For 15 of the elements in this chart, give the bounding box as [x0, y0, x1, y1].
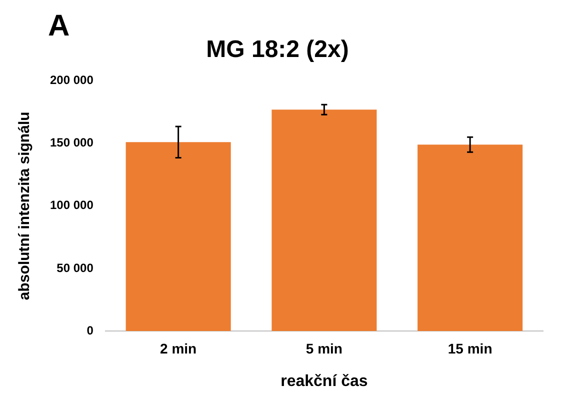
x-tick-label: 2 min [160, 340, 197, 356]
x-tick-label: 5 min [306, 340, 342, 356]
chart-title: MG 18:2 (2x) [206, 36, 349, 64]
x-tick-label: 15 min [448, 340, 492, 356]
text: A [48, 9, 70, 42]
bar [126, 142, 231, 331]
bar [272, 110, 377, 331]
y-tick-label: 150 000 [50, 136, 94, 150]
bar [418, 144, 523, 331]
x-axis-title: reakční čas [280, 372, 368, 390]
y-tick-label: 0 [86, 323, 94, 338]
y-tick-label: 200 000 [50, 73, 94, 88]
y-tick-label: 50 000 [56, 260, 94, 275]
y-axis-title: absolutní intenzita signálu [16, 112, 34, 300]
y-tick-label: 100 000 [50, 198, 94, 212]
